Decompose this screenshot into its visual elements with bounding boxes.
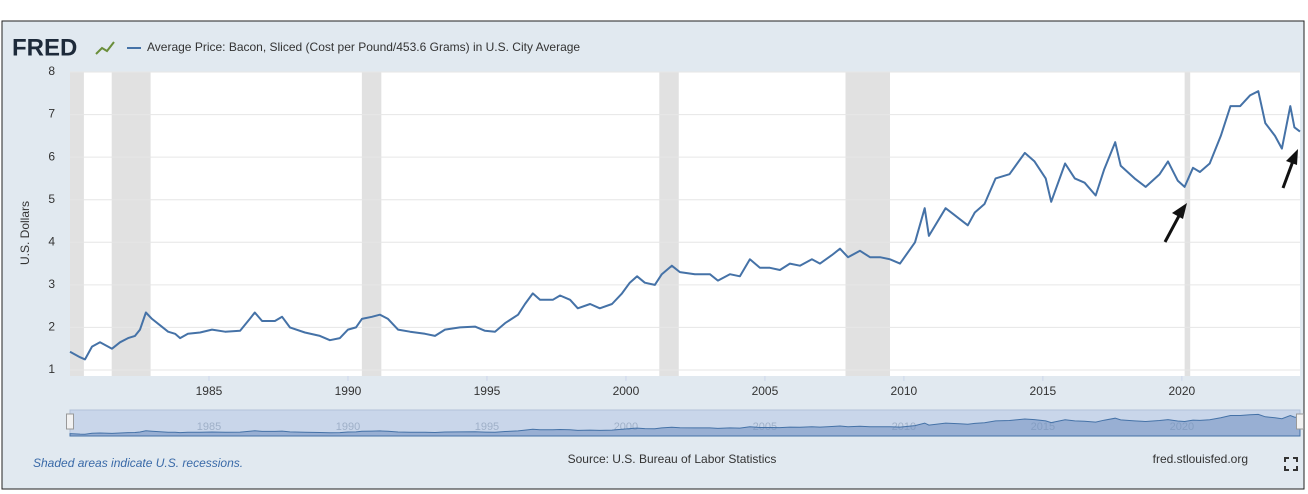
- footnote: Shaded areas indicate U.S. recessions.: [33, 456, 243, 470]
- recession-band: [361, 72, 382, 376]
- navigator-area: [69, 413, 1301, 437]
- y-tick-label: 8: [48, 64, 55, 78]
- y-tick-label: 7: [48, 107, 55, 121]
- logo-icon: [95, 41, 115, 55]
- y-tick-label: 4: [48, 234, 55, 248]
- y-tick-label: 2: [48, 320, 55, 334]
- recession-band: [1184, 72, 1191, 376]
- annotation-arrows: [1163, 149, 1298, 243]
- x-tick-label: 2010: [891, 384, 918, 398]
- y-axis-label: U.S. Dollars: [18, 201, 32, 265]
- arrow: [1281, 160, 1295, 189]
- arrow: [1163, 213, 1182, 243]
- x-tick-label: 2020: [1169, 384, 1196, 398]
- y-tick-label: 6: [48, 149, 55, 163]
- plot-area: [70, 72, 1300, 376]
- x-tick-label: 1995: [474, 384, 501, 398]
- recession-band: [659, 72, 679, 376]
- navigator-tick-label: 1990: [336, 421, 360, 433]
- x-tick-label: 2000: [613, 384, 640, 398]
- y-tick-label: 3: [48, 277, 55, 291]
- navigator-tick-label: 1985: [197, 421, 221, 433]
- x-tick-label: 1990: [335, 384, 362, 398]
- recession-band: [111, 72, 151, 376]
- navigator-tick-label: 1995: [475, 421, 499, 433]
- navigator-handle[interactable]: [66, 413, 74, 430]
- arrow-head: [1172, 203, 1187, 219]
- y-tick-label: 5: [48, 192, 55, 206]
- logo: FRED: [12, 34, 77, 61]
- plot: 1 2 3 4 5 6 7 8 1985 1990 1995 2000 2005 2010 2015 2020…: [48, 40, 1304, 437]
- fullscreen-icon[interactable]: [1284, 457, 1298, 471]
- source: Source: U.S. Bureau of Labor Statistics: [568, 452, 777, 466]
- x-tick-label: 1985: [196, 384, 223, 398]
- site: fred.stlouisfed.org: [1153, 452, 1248, 466]
- recession-band: [70, 72, 84, 376]
- recession-band: [845, 72, 890, 376]
- data-line: [69, 90, 1301, 361]
- legend-label: Average Price: Bacon, Sliced (Cost per P…: [147, 40, 580, 54]
- x-tick-label: 2015: [1030, 384, 1057, 398]
- y-tick-label: 1: [48, 362, 55, 376]
- arrow-head: [1286, 149, 1298, 165]
- x-tick-label: 2005: [752, 384, 779, 398]
- navigator-handle[interactable]: [1296, 413, 1304, 430]
